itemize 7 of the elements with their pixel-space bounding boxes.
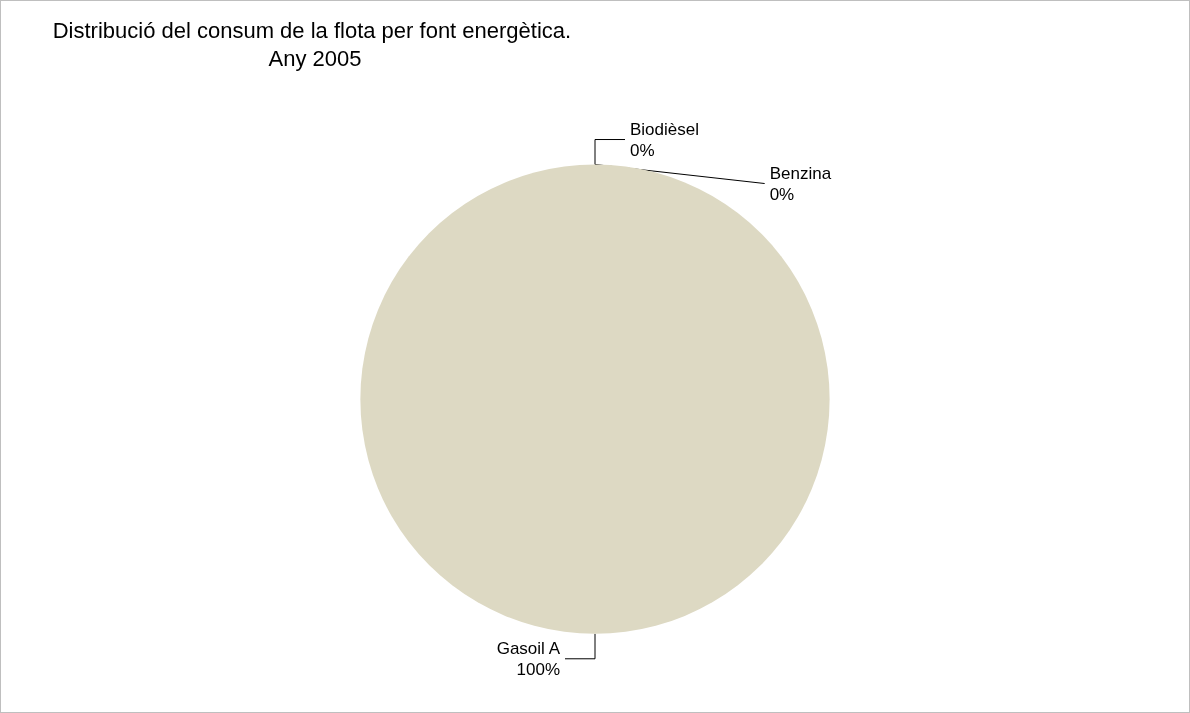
category-label: Benzina [769,163,832,183]
category-label: Biodièsel [630,119,699,139]
chart-title: Distribució del consum de la flota per font energètica. Any 2005 [52,17,578,71]
text: 0% [769,184,795,204]
slice-label: Gasoil A [496,638,561,658]
data-label: 100% [516,659,560,679]
text: 0% [630,140,655,160]
